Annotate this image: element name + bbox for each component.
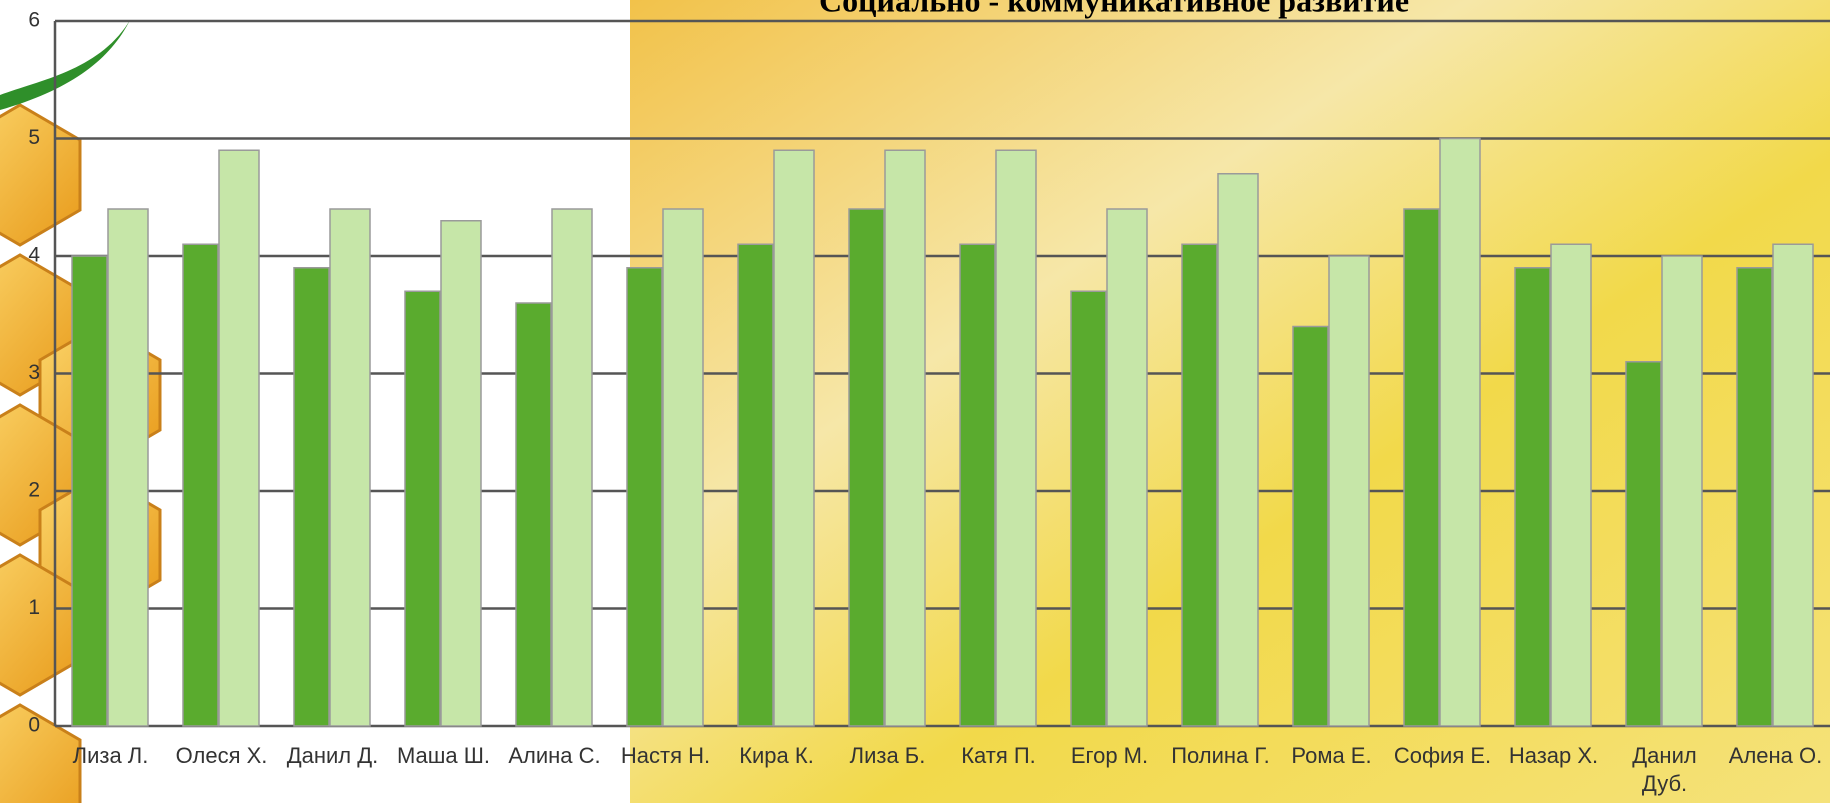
- x-tick-label: Кира К.: [739, 743, 814, 768]
- x-tick-label: Назар Х.: [1509, 743, 1598, 768]
- bar: [1439, 137, 1481, 727]
- bar: [218, 149, 260, 727]
- bar: [515, 302, 552, 727]
- bar: [626, 267, 663, 727]
- x-tick-label: Лиза Б.: [850, 743, 926, 768]
- bar: [1736, 267, 1773, 727]
- y-tick-label: 5: [28, 126, 40, 149]
- bar: [737, 243, 774, 727]
- bar: [1328, 255, 1370, 727]
- bar: [995, 149, 1037, 727]
- x-tick-label: Катя П.: [961, 743, 1036, 768]
- y-tick-label: 3: [28, 361, 40, 384]
- x-tick-label: Настя Н.: [621, 743, 710, 768]
- x-tick-label: Данил Дуб.: [1632, 743, 1696, 796]
- bar: [1403, 208, 1440, 727]
- bar: [71, 255, 108, 727]
- bar: [107, 208, 149, 727]
- bar: [773, 149, 815, 727]
- x-tick-label: Лиза Л.: [73, 743, 149, 768]
- bar: [884, 149, 926, 727]
- y-tick-label: 2: [28, 479, 40, 502]
- bar: [1514, 267, 1551, 727]
- bar: [329, 208, 371, 727]
- bar: [1181, 243, 1218, 727]
- bar: [662, 208, 704, 727]
- y-tick-label: 6: [28, 9, 40, 32]
- bar: [440, 220, 482, 727]
- y-tick-label: 4: [28, 244, 40, 267]
- bar: [1661, 255, 1703, 727]
- bar: [959, 243, 996, 727]
- x-tick-label: Олеся Х.: [176, 743, 268, 768]
- x-tick-label: Егор М.: [1071, 743, 1148, 768]
- chart-title: Социально - коммуникативное развитие: [819, 0, 1409, 18]
- x-tick-label: Полина Г.: [1171, 743, 1270, 768]
- bar: [1625, 361, 1662, 727]
- x-tick-label: Алена О.: [1729, 743, 1822, 768]
- bar: [1070, 290, 1107, 727]
- bar: [551, 208, 593, 727]
- bar: [1217, 173, 1259, 727]
- x-tick-label: Данил Д.: [287, 743, 379, 768]
- bar: [404, 290, 441, 727]
- x-tick-label: Рома Е.: [1291, 743, 1371, 768]
- bar: [1292, 325, 1329, 727]
- bar: [1550, 243, 1592, 727]
- bar: [848, 208, 885, 727]
- bar: [1106, 208, 1148, 727]
- x-tick-label: Алина С.: [508, 743, 600, 768]
- bar: [182, 243, 219, 727]
- x-tick-label: София Е.: [1394, 743, 1491, 768]
- y-tick-label: 0: [28, 714, 40, 737]
- leaf: [0, 20, 130, 110]
- bar: [1772, 243, 1814, 727]
- y-tick-label: 1: [28, 596, 40, 619]
- bar: [293, 267, 330, 727]
- x-tick-label: Маша Ш.: [397, 743, 490, 768]
